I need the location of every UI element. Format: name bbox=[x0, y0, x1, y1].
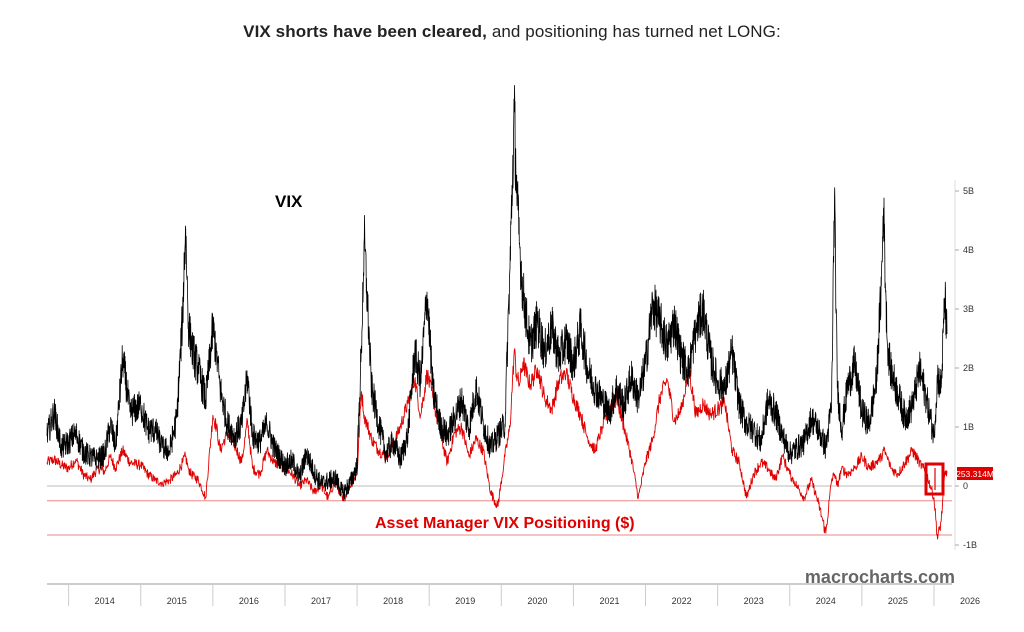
x-axis: 2014 2015 2016 2017 2018 2019 2020 2021 2022 2023… bbox=[47, 583, 980, 606]
x-tick-label-2015: 2015 bbox=[167, 596, 187, 606]
y-tick-label-5: 0 bbox=[963, 481, 968, 491]
series-line-asset-manager-positioning bbox=[46, 348, 948, 540]
x-tick-label-2019: 2019 bbox=[455, 596, 475, 606]
x-tick-label-2024: 2024 bbox=[816, 596, 836, 606]
series-line-vix bbox=[46, 85, 948, 502]
x-tick-label-2021: 2021 bbox=[599, 596, 619, 606]
y-tick-label-3: 2B bbox=[963, 363, 974, 373]
x-tick-label-2023: 2023 bbox=[744, 596, 764, 606]
y-tick-label-4: 1B bbox=[963, 422, 974, 432]
x-tick-label-2022: 2022 bbox=[672, 596, 692, 606]
y-tick-label-2: 3B bbox=[963, 304, 974, 314]
chart-title-rest: and positioning has turned net LONG: bbox=[487, 22, 781, 41]
highlight-box bbox=[924, 462, 945, 496]
x-tick-label-2026: 2026 bbox=[960, 596, 980, 606]
annotation-positioning-label: Asset Manager VIX Positioning ($) bbox=[375, 515, 635, 532]
y-tick-label-0: 5B bbox=[963, 186, 974, 196]
x-tick-label-2017: 2017 bbox=[311, 596, 331, 606]
right-y-axis: 5B 4B 3B 2B 1B 0 -1B bbox=[954, 180, 977, 550]
x-tick-label-2014: 2014 bbox=[95, 596, 115, 606]
x-tick-label-2018: 2018 bbox=[383, 596, 403, 606]
chart-title: VIX shorts have been cleared, and positi… bbox=[0, 22, 1024, 42]
last-value-label: 253.314M bbox=[956, 469, 994, 479]
annotation-vix-label: VIX bbox=[275, 192, 303, 211]
annotations: VIX Asset Manager VIX Positioning ($) 253.… bbox=[275, 192, 994, 587]
series-layer bbox=[46, 85, 948, 540]
x-tick-label-2025: 2025 bbox=[888, 596, 908, 606]
x-tick-label-2020: 2020 bbox=[527, 596, 547, 606]
y-tick-label-1: 4B bbox=[963, 245, 974, 255]
x-tick-label-2016: 2016 bbox=[239, 596, 259, 606]
chart-title-bold: VIX shorts have been cleared, bbox=[243, 22, 487, 41]
watermark: macrocharts.com bbox=[805, 567, 955, 587]
last-value-badge bbox=[957, 467, 993, 480]
y-tick-label-6: -1B bbox=[963, 540, 977, 550]
